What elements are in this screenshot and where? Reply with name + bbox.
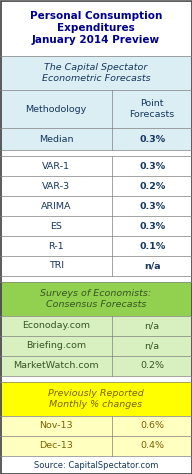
Bar <box>0 176 192 196</box>
Text: Source: CapitalSpectator.com: Source: CapitalSpectator.com <box>34 461 158 470</box>
Text: TRI: TRI <box>49 262 64 271</box>
Text: Previously Reported
Monthly % changes: Previously Reported Monthly % changes <box>48 389 144 409</box>
Text: ARIMA: ARIMA <box>41 201 71 210</box>
Text: The Capital Spectator
Econometric Forecasts: The Capital Spectator Econometric Foreca… <box>42 64 150 82</box>
Text: 0.3%: 0.3% <box>139 135 165 144</box>
Text: 0.2%: 0.2% <box>140 362 164 371</box>
Text: Dec-13: Dec-13 <box>39 441 73 450</box>
Bar <box>0 156 192 176</box>
Bar <box>0 196 192 216</box>
Bar <box>0 382 192 416</box>
Text: 0.6%: 0.6% <box>140 421 164 430</box>
Text: VAR-1: VAR-1 <box>42 162 70 171</box>
Bar <box>0 282 192 316</box>
Text: Methodology: Methodology <box>26 104 87 113</box>
Text: 0.3%: 0.3% <box>139 201 165 210</box>
Text: n/a: n/a <box>145 341 160 350</box>
Bar <box>0 128 192 150</box>
Bar <box>0 56 192 90</box>
Text: Nov-13: Nov-13 <box>39 421 73 430</box>
Bar <box>0 416 192 436</box>
Text: Briefing.com: Briefing.com <box>26 341 86 350</box>
Text: MarketWatch.com: MarketWatch.com <box>13 362 99 371</box>
Text: Surveys of Economists:
Consensus Forecasts: Surveys of Economists: Consensus Forecas… <box>41 289 151 309</box>
Bar <box>0 216 192 236</box>
Bar <box>0 376 192 382</box>
Bar <box>0 256 192 276</box>
Text: VAR-3: VAR-3 <box>42 182 70 191</box>
Bar <box>0 356 192 376</box>
Text: Median: Median <box>39 135 73 144</box>
Text: 0.3%: 0.3% <box>139 221 165 230</box>
Text: 0.4%: 0.4% <box>140 441 164 450</box>
Bar <box>0 90 192 128</box>
Text: n/a: n/a <box>145 321 160 330</box>
Text: Econoday.com: Econoday.com <box>22 321 90 330</box>
Text: ES: ES <box>50 221 62 230</box>
Bar <box>0 316 192 336</box>
Text: n/a: n/a <box>144 262 161 271</box>
Text: 0.2%: 0.2% <box>139 182 165 191</box>
Bar <box>0 456 192 474</box>
Bar <box>0 276 192 282</box>
Text: 0.1%: 0.1% <box>139 241 165 250</box>
Text: Point
Forecasts: Point Forecasts <box>130 99 175 118</box>
Text: Personal Consumption
Expenditures
January 2014 Preview: Personal Consumption Expenditures Januar… <box>30 11 162 45</box>
Bar <box>0 0 192 56</box>
Bar <box>0 150 192 156</box>
Text: R-1: R-1 <box>48 241 64 250</box>
Bar <box>0 436 192 456</box>
Bar <box>0 236 192 256</box>
Bar <box>0 336 192 356</box>
Text: 0.3%: 0.3% <box>139 162 165 171</box>
